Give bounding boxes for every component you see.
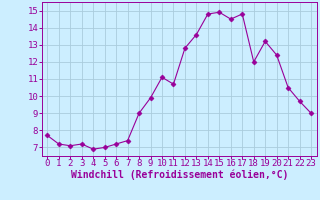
X-axis label: Windchill (Refroidissement éolien,°C): Windchill (Refroidissement éolien,°C) [70,170,288,180]
